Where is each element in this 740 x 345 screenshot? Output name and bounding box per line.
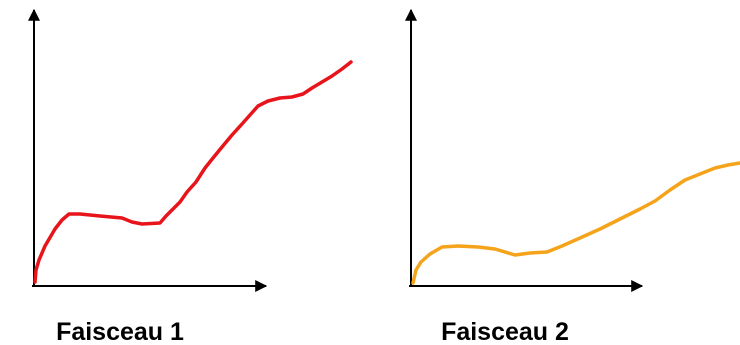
curve [411,161,740,285]
curve [33,60,353,284]
panel-label: Faisceau 2 [441,318,569,345]
panel-label: Faisceau 1 [56,318,184,345]
